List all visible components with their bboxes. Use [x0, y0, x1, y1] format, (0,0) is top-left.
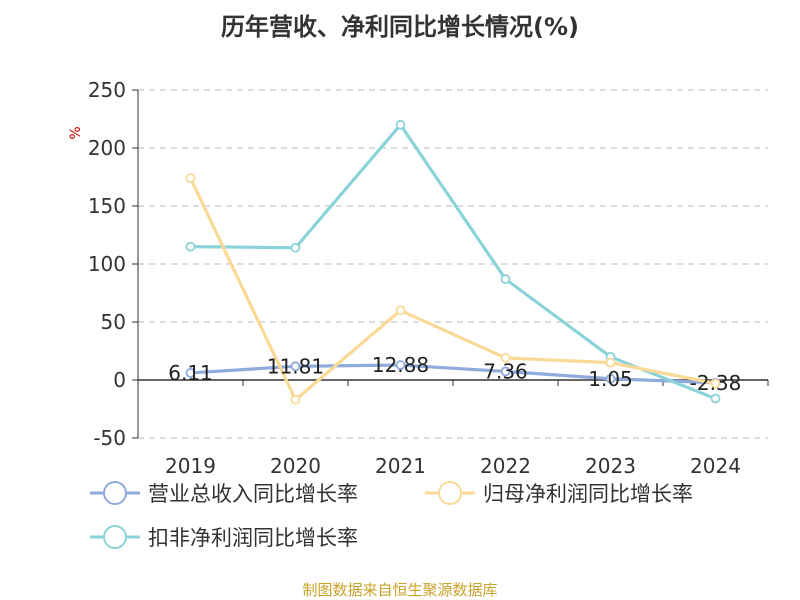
data-label: 11.81: [267, 354, 324, 378]
x-tick-label: 2024: [690, 454, 741, 478]
x-tick-label: 2023: [585, 454, 636, 478]
series-line: [188, 363, 718, 385]
legend-item: 营业总收入同比增长率: [90, 481, 358, 506]
data-point: [605, 373, 616, 384]
y-tick-label: 100: [88, 252, 126, 276]
series-line: [188, 123, 718, 401]
y-tick-label: 150: [88, 194, 126, 218]
legend-label: 营业总收入同比增长率: [148, 482, 358, 506]
data-point: [290, 394, 301, 405]
data-point: [290, 361, 301, 372]
legend-marker: [103, 525, 127, 549]
data-point: [500, 274, 511, 284]
data-point: [395, 360, 406, 370]
data-labels: 6.11 11.81 12.88 7.36 1.05 -2.38: [168, 353, 741, 395]
y-tick-label: 50: [101, 310, 126, 334]
series-line: [188, 176, 718, 402]
y-axis-unit: %: [68, 126, 84, 139]
data-point: [710, 378, 721, 389]
x-tick-label: 2019: [165, 454, 216, 478]
data-point: [290, 242, 301, 253]
legend-item: 扣非净利润同比增长率: [90, 525, 358, 550]
data-point: [185, 368, 196, 378]
source-note: 制图数据来自恒生聚源数据库: [302, 581, 497, 599]
legend-marker: [438, 481, 462, 505]
x-tick-label: 2021: [375, 454, 426, 478]
data-label: 12.88: [372, 353, 429, 377]
data-point: [605, 357, 616, 368]
data-point: [500, 366, 511, 377]
chart-title: 历年营收、净利同比增长情况(%): [221, 13, 579, 41]
data-point: [185, 173, 196, 184]
legend-item: 归母净利润同比增长率: [425, 481, 693, 506]
legend-label: 扣非净利润同比增长率: [148, 526, 358, 550]
grid-lines: [138, 89, 768, 439]
legend-label: 归母净利润同比增长率: [483, 482, 693, 506]
data-label: 6.11: [168, 361, 213, 385]
y-tick-label: 0: [113, 368, 126, 392]
data-point: [395, 119, 406, 130]
data-label: 7.36: [483, 359, 528, 383]
data-point: [395, 305, 406, 316]
y-tick-label: -50: [93, 426, 126, 450]
legend-marker: [103, 481, 127, 505]
y-tick-label: 250: [88, 78, 126, 102]
data-point: [500, 353, 511, 363]
data-point: [710, 393, 721, 404]
data-label: 1.05: [588, 367, 633, 391]
series-lines: [185, 119, 721, 405]
x-tick-label: 2022: [480, 454, 531, 478]
x-tick-labels: 2019 2020 2021 2022 2023 2024: [165, 454, 741, 478]
data-label: -2.38: [690, 371, 742, 395]
data-point: [185, 241, 196, 252]
y-tick-label: 200: [88, 136, 126, 160]
x-tick-label: 2020: [270, 454, 321, 478]
y-tick-labels: -50 0 50 100 150 200 250: [88, 78, 126, 450]
